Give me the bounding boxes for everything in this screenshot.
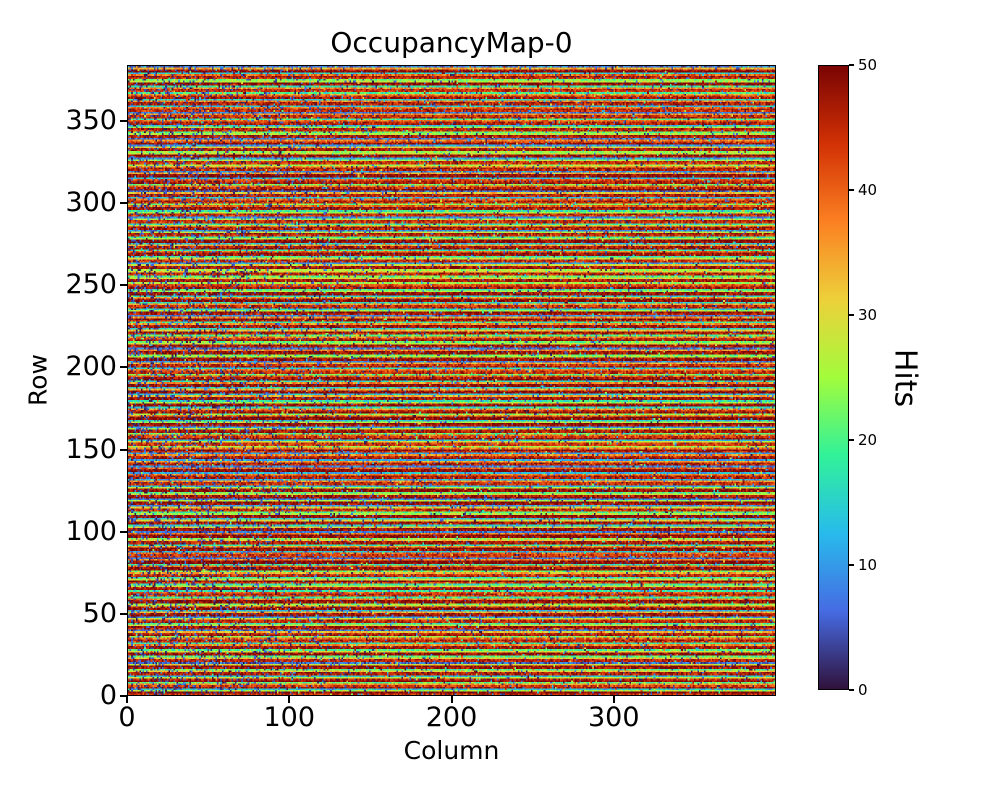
x-tick-label: 0 xyxy=(118,702,136,733)
y-tick-mark xyxy=(120,119,127,122)
heatmap-canvas xyxy=(128,66,775,695)
y-tick-mark xyxy=(120,530,127,533)
colorbar-tick-label: 50 xyxy=(858,56,878,74)
colorbar-tick-label: 30 xyxy=(858,306,878,324)
x-tick-mark xyxy=(288,696,291,703)
x-tick-label: 200 xyxy=(425,702,478,733)
y-tick-label: 0 xyxy=(99,680,117,711)
y-tick-label: 300 xyxy=(65,187,117,219)
colorbar-tick-mark xyxy=(849,564,854,566)
colorbar xyxy=(818,65,849,690)
y-tick-label: 150 xyxy=(65,433,117,465)
y-tick-mark xyxy=(120,612,127,615)
y-tick-label: 100 xyxy=(65,515,117,547)
colorbar-tick-label: 40 xyxy=(858,181,878,199)
colorbar-tick-mark xyxy=(849,64,854,66)
colorbar-tick-mark xyxy=(849,314,854,316)
colorbar-tick-label: 10 xyxy=(858,556,878,574)
x-tick-mark xyxy=(612,696,615,703)
colorbar-tick-mark xyxy=(849,439,854,441)
x-tick-mark xyxy=(126,696,128,703)
x-tick-label: 100 xyxy=(263,702,316,733)
colorbar-tick-label: 20 xyxy=(858,431,878,449)
x-axis-label: Column xyxy=(403,736,500,765)
y-tick-label: 200 xyxy=(65,351,117,383)
y-tick-mark xyxy=(120,202,127,205)
y-tick-mark xyxy=(120,366,127,369)
colorbar-tick-mark xyxy=(849,689,854,691)
y-tick-mark xyxy=(120,448,127,451)
y-tick-mark xyxy=(120,284,127,287)
colorbar-label: Hits xyxy=(887,348,923,408)
colorbar-gradient xyxy=(819,66,848,689)
y-tick-mark xyxy=(120,695,127,697)
chart-title: OccupancyMap-0 xyxy=(330,26,573,59)
x-tick-label: 300 xyxy=(587,702,640,733)
plot-area xyxy=(127,65,776,696)
y-tick-label: 350 xyxy=(65,104,117,136)
colorbar-tick-mark xyxy=(849,189,854,191)
colorbar-tick-label: 0 xyxy=(858,681,868,699)
y-tick-label: 250 xyxy=(65,269,117,301)
y-tick-label: 50 xyxy=(82,597,117,629)
x-tick-mark xyxy=(450,696,453,703)
